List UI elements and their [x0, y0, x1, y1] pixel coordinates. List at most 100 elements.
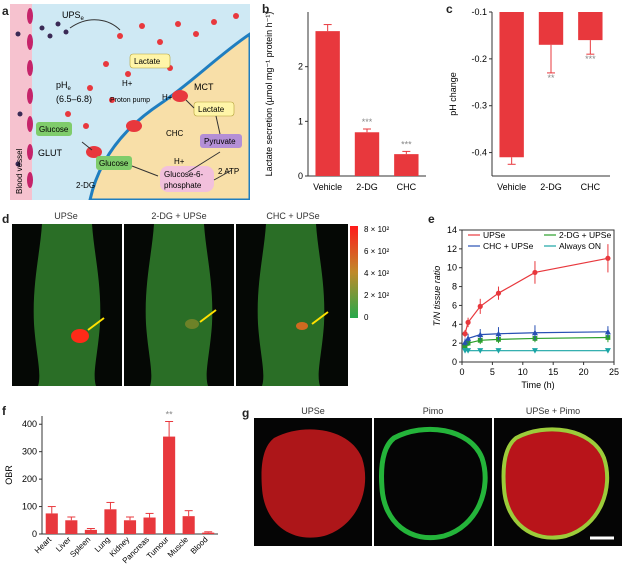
tumour-signal-2	[185, 319, 199, 329]
histology-title-ups: UPSe	[301, 406, 325, 416]
data-point	[531, 329, 538, 336]
hplus-outside: H+	[122, 79, 133, 88]
x-tick-label: Vehicle	[497, 182, 526, 192]
data-point	[477, 348, 484, 354]
significance-mark: **	[166, 409, 174, 419]
lactate-in-box	[193, 101, 235, 117]
legend-label: Always ON	[559, 241, 601, 251]
colorbar-tick-0: 8 × 10²	[364, 225, 389, 234]
colorbar-tick-3: 2 × 10²	[364, 291, 389, 300]
y-tick-label: 8	[452, 282, 457, 292]
bar-vehicle	[499, 12, 524, 158]
data-point	[604, 348, 611, 354]
tissue-green	[379, 426, 488, 540]
data-point	[495, 348, 502, 354]
image-title-chc: CHC + UPSe	[266, 211, 320, 221]
lactate-in-label: Lactate	[198, 105, 225, 114]
x-tick-label: Blood	[189, 535, 210, 556]
y-tick-label: 14	[447, 225, 457, 235]
data-point	[604, 328, 611, 335]
chart-lactate-secretion: 0 1 2 Vehicle *** 2-DG *** CHC Lactate secretion…	[264, 12, 426, 192]
data-point	[465, 335, 472, 341]
tumour-arrows	[87, 309, 329, 331]
bar-2-dg	[354, 132, 380, 176]
bar-liver	[65, 520, 78, 534]
y-tick-label: 2	[298, 62, 303, 72]
x-tick-label: Muscle	[166, 535, 191, 560]
mouse-imaging-panel: 8 × 10² 6 × 10² 4 × 10² 2 × 10² 0	[12, 224, 389, 386]
mct-label: MCT	[194, 82, 214, 92]
bar-tumour	[163, 436, 176, 534]
bar-chc	[578, 12, 603, 41]
x-tick-label: 2-DG	[540, 182, 562, 192]
x-tick-label: 15	[548, 367, 558, 377]
tumour-signal-1	[71, 329, 89, 343]
x-tick-label: 25	[609, 367, 619, 377]
pyruvate-label: Pyruvate	[204, 137, 236, 146]
panel-label-b: b	[262, 2, 270, 16]
mct-transporter	[172, 90, 188, 102]
histology-title-pimo: Pimo	[422, 406, 444, 416]
vessel-cells	[27, 8, 33, 188]
glucose-out-label: Glucose	[39, 125, 69, 134]
series-line	[464, 257, 609, 334]
tumour-signal-3	[296, 322, 308, 330]
y-tick-label: 6	[452, 300, 457, 310]
glucose-out-box	[36, 122, 72, 136]
panel-label-g: g	[242, 406, 250, 420]
bar-chc	[394, 154, 419, 176]
x-tick-label: Tumour	[145, 535, 171, 561]
significance-mark: ***	[362, 117, 373, 127]
y-tick-label: 4	[452, 319, 457, 329]
image-title-2dg: 2-DG + UPSe	[151, 211, 207, 221]
y-tick-label: 10	[447, 263, 457, 273]
data-point	[465, 348, 472, 354]
x-tick-label: Spleen	[68, 535, 92, 559]
legend-label: CHC + UPSe	[483, 241, 534, 251]
panel-label-d: d	[2, 212, 10, 226]
lactate-out-box	[129, 53, 171, 69]
tissue-red	[261, 429, 366, 538]
bar-muscle	[182, 516, 195, 534]
twodg-label: 2-DG	[76, 181, 95, 190]
hplus-out-2: H+	[162, 93, 173, 102]
image-title-ups: UPSe	[54, 211, 78, 221]
phe-label: pHe	[56, 80, 72, 92]
proton-pump-label: Proton pump	[110, 97, 150, 104]
panel-label-a: a	[2, 4, 9, 18]
g6p-box	[160, 166, 214, 192]
bar-pancreas	[143, 517, 156, 534]
y-tick-label: 2	[452, 338, 457, 348]
data-point	[532, 269, 538, 276]
significance-mark: ***	[585, 54, 596, 64]
y-axis-label: Lactate secretion (µmol mg⁻¹ protein h⁻¹…	[264, 12, 274, 177]
y-tick-label: 1	[298, 116, 303, 126]
data-point	[465, 319, 471, 325]
data-point	[462, 331, 468, 337]
data-point	[531, 348, 538, 354]
y-axis-label: pH change	[448, 72, 458, 116]
panel-label-f: f	[2, 404, 6, 418]
proton-pump	[126, 120, 142, 132]
pathway-arrows	[69, 19, 233, 181]
data-point	[477, 303, 483, 309]
pyruvate-box	[200, 134, 242, 148]
y-tick-label: -0.2	[471, 54, 487, 64]
y-axis-label: T/N tissue ratio	[432, 266, 442, 327]
data-point	[477, 331, 484, 338]
bar-vehicle	[315, 31, 340, 177]
x-tick-label: 0	[459, 367, 464, 377]
x-tick-label: 20	[579, 367, 589, 377]
x-tick-label: 2-DG	[356, 182, 378, 192]
ups-label: UPSe	[62, 10, 85, 22]
colorbar-tick-1: 6 × 10²	[364, 247, 389, 256]
x-axis-label: Time (h)	[521, 380, 554, 390]
y-axis-label: OBR	[4, 465, 14, 485]
bar-lung	[104, 509, 117, 534]
y-tick-label: 400	[22, 419, 37, 429]
g6p-line1: Glucose-6-	[164, 170, 203, 179]
y-tick-label: 100	[22, 502, 37, 512]
glut-label: GLUT	[38, 148, 63, 158]
bar-spleen	[84, 529, 97, 534]
